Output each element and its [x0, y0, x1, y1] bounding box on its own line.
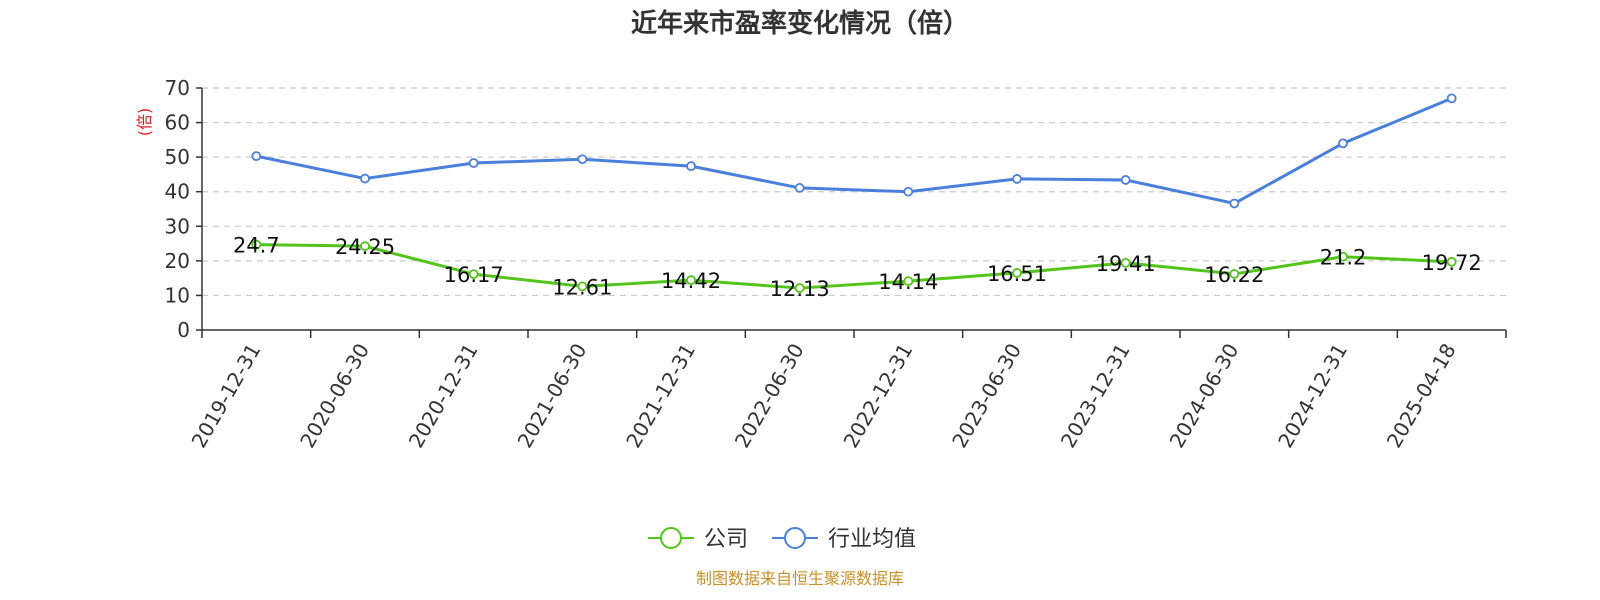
y-tick-label: 0 [177, 318, 190, 342]
data-point [794, 283, 805, 293]
legend: 公司 行业均值 [648, 527, 916, 552]
data-point [251, 151, 262, 162]
legend-label: 行业均值 [828, 527, 916, 552]
legend-marker [660, 527, 682, 549]
data-label: 16.22 [1204, 263, 1264, 287]
x-tick-label: 2019-12-31 [187, 339, 266, 452]
series-layer [251, 93, 1457, 293]
data-point [468, 158, 479, 168]
y-tick-label: 60 [165, 111, 190, 135]
y-tick-label: 30 [165, 214, 190, 238]
y-tick-label: 40 [165, 180, 190, 204]
series-line-1 [256, 96, 1453, 205]
axes [201, 88, 1507, 338]
data-label: 16.51 [987, 262, 1047, 286]
data-point [1446, 93, 1457, 104]
data-point [903, 186, 914, 197]
data-point [903, 276, 914, 287]
data-point [1338, 251, 1348, 262]
x-tick-label: 2023-06-30 [947, 339, 1026, 452]
data-point [1012, 174, 1022, 184]
legend-label: 公司 [704, 527, 748, 552]
y-tick-labels: 0 10 20 30 40 50 60 70 [165, 76, 202, 342]
data-label: 12.61 [552, 275, 612, 299]
data-point [360, 241, 370, 252]
data-label: 19.41 [1096, 252, 1156, 276]
data-label: 24.7 [233, 234, 280, 258]
data-point [251, 239, 262, 250]
x-tick-label: 2023-12-31 [1056, 339, 1135, 452]
data-point [1012, 268, 1022, 278]
data-point [360, 173, 370, 184]
y-tick-label: 70 [165, 76, 190, 100]
series-line-0 [256, 243, 1452, 290]
data-point [577, 154, 588, 165]
data-label: 14.14 [878, 270, 938, 294]
data-point [794, 183, 805, 193]
legend-marker [784, 527, 806, 549]
data-point [686, 275, 696, 286]
data-point [468, 269, 479, 279]
x-tick-label: 2021-06-30 [513, 339, 592, 452]
data-point [577, 281, 588, 292]
chart-title: 近年来市盈率变化情况（倍） [631, 8, 969, 39]
y-tick-label: 10 [165, 283, 190, 307]
grid-lines [202, 87, 1506, 297]
data-point [1229, 269, 1240, 279]
data-point [1446, 256, 1457, 267]
data-point [1338, 138, 1348, 149]
y-tick-label: 20 [165, 249, 190, 273]
x-tick-label: 2020-12-31 [404, 339, 483, 452]
x-tick-label: 2025-04-18 [1382, 339, 1461, 452]
data-label: 12.13 [770, 277, 830, 301]
x-tick-labels: 2019-12-31 2020-06-30 2020-12-31 2021-06-30… [187, 339, 1461, 452]
data-label: 24.25 [335, 235, 395, 259]
data-point [686, 161, 696, 172]
x-tick-label: 2021-12-31 [621, 339, 700, 452]
x-tick-label: 2022-06-30 [730, 339, 809, 452]
data-labels: 24.7 24.25 16.17 12.61 14.42 12.13 14.14 16.51 1… [233, 234, 1482, 301]
data-point [1120, 257, 1131, 268]
data-label: 19.72 [1422, 251, 1482, 275]
x-tick-label: 2022-12-31 [839, 339, 918, 452]
data-label: 21.2 [1320, 246, 1367, 270]
y-axis-label: (倍) [135, 108, 154, 137]
x-tick-label: 2024-12-31 [1273, 339, 1352, 452]
source-note: 制图数据来自恒生聚源数据库 [696, 569, 904, 588]
data-point [1120, 175, 1131, 185]
x-tick-label: 2020-06-30 [295, 339, 374, 452]
data-label: 14.42 [661, 269, 721, 293]
x-tick-label: 2024-06-30 [1165, 339, 1244, 452]
data-point [1229, 198, 1240, 209]
data-label: 16.17 [444, 263, 504, 287]
y-tick-label: 50 [165, 145, 190, 169]
